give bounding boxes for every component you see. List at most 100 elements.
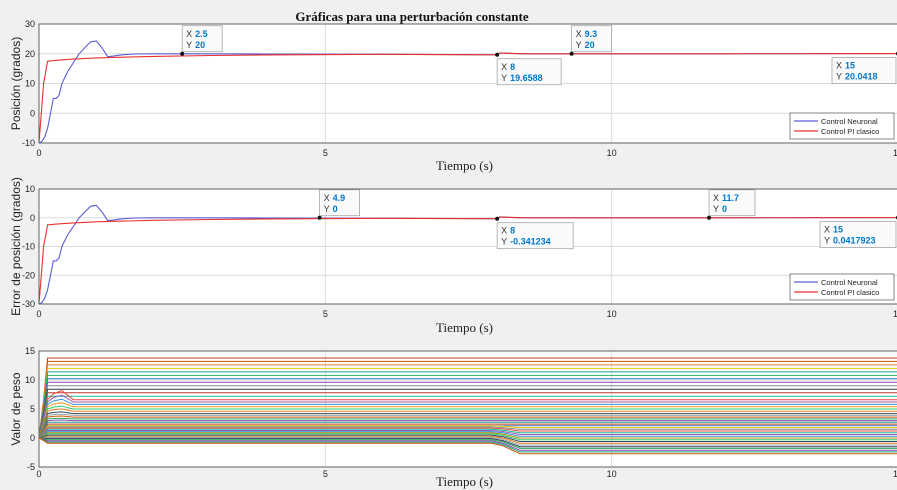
- datatip-x-value: 4.9: [333, 193, 346, 203]
- x-tick-label: 5: [323, 309, 328, 319]
- y-axis-label: Posición (grados): [9, 37, 23, 130]
- datatip: X 4.9Y 0: [319, 189, 360, 217]
- y-tick-label: 10: [25, 375, 35, 385]
- weight-line: [39, 392, 897, 439]
- x-axis-label: Tiempo (s): [436, 320, 493, 335]
- weight-line: [39, 428, 897, 439]
- y-tick-label: -30: [22, 299, 35, 309]
- weight-line: [39, 374, 897, 439]
- datatip-marker: [180, 51, 185, 56]
- weight-line: [39, 437, 897, 453]
- weight-line: [39, 432, 897, 439]
- position-error-plot: 0 5 10 15 -30 -20 -10 0 10 Tiempo (s) Error de pos…: [9, 177, 897, 335]
- datatip-y-key: Y: [713, 204, 719, 214]
- y-axis-label: Error de posición (grados): [9, 177, 23, 316]
- y-tick-label: 5: [30, 404, 35, 414]
- datatip-marker: [317, 215, 322, 220]
- datatip-x-key: X: [186, 29, 192, 39]
- datatip-y-value: 0: [333, 204, 338, 214]
- weight-line: [39, 388, 897, 439]
- datatip-x-key: X: [836, 61, 842, 71]
- weight-line: [39, 398, 897, 439]
- datatip-box: [571, 25, 612, 53]
- weight-line: [39, 394, 897, 439]
- datatip-x-value: 15: [845, 61, 855, 71]
- x-tick-label: 10: [607, 148, 617, 158]
- axes-box: [38, 188, 897, 305]
- y-tick-label: 10: [25, 184, 35, 194]
- legend: [789, 112, 895, 140]
- datatip-x-key: X: [501, 226, 507, 236]
- x-tick-label: 10: [607, 309, 617, 319]
- datatip-marker: [707, 215, 712, 220]
- weight-line: [39, 423, 897, 439]
- legend-entry: Control PI clasico: [821, 288, 879, 297]
- x-axis-label: Tiempo (s): [436, 158, 493, 173]
- datatip: X 11.7Y 0: [708, 189, 756, 217]
- weight-line: [39, 425, 897, 439]
- weight-line: [39, 413, 897, 439]
- weight-line: [39, 411, 897, 439]
- datatip-x-key: X: [824, 225, 830, 235]
- y-tick-label: -5: [27, 462, 35, 472]
- weight-line: [39, 364, 897, 439]
- x-tick-label: 0: [36, 148, 41, 158]
- datatip-box: [831, 57, 897, 84]
- datatip-x-key: X: [713, 193, 719, 203]
- series-group: [39, 204, 897, 304]
- weight-line: [39, 433, 897, 441]
- weight-line: [39, 367, 897, 439]
- weight-line: [39, 417, 897, 439]
- datatip-box: [496, 58, 562, 86]
- y-tick-label: -10: [22, 242, 35, 252]
- datatip: X 15Y 20.0418: [831, 57, 897, 84]
- datatip-x-value: 9.3: [585, 29, 598, 39]
- datatip: X 15Y 0.0417923: [819, 221, 897, 248]
- axes-box: [38, 23, 897, 144]
- figure-title: Gráficas para una perturbación constante: [295, 9, 529, 24]
- datatip-y-key: Y: [186, 40, 192, 50]
- weight-line: [39, 430, 897, 439]
- weight-line: [39, 390, 897, 439]
- datatip-y-key: Y: [324, 204, 330, 214]
- series-group: [39, 357, 897, 455]
- datatip-y-value: -0.341234: [510, 237, 551, 247]
- axes-box: [38, 350, 897, 468]
- y-tick-label: 0: [30, 108, 35, 118]
- datatip-box: [708, 189, 756, 217]
- weight-line: [39, 408, 897, 439]
- weight-line: [39, 437, 897, 448]
- datatip-y-value: 20.0418: [845, 72, 878, 82]
- datatip: X 8Y -0.341234: [496, 222, 574, 250]
- datatip-y-value: 0: [722, 204, 727, 214]
- legend-entry: Control Neuronal: [821, 117, 878, 126]
- series-line-control-pi-clasico: [39, 52, 897, 143]
- legend-entry: Control PI clasico: [821, 127, 879, 136]
- weight-line: [39, 378, 897, 439]
- weight-line: [39, 435, 897, 444]
- x-tick-label: 15: [893, 469, 897, 479]
- weight-line: [39, 357, 897, 439]
- datatip-x-key: X: [576, 29, 582, 39]
- datatip-y-value: 0.0417923: [833, 236, 876, 246]
- x-axis-label: Tiempo (s): [436, 474, 493, 489]
- weight-line: [39, 381, 897, 439]
- y-tick-label: 15: [25, 346, 35, 356]
- weight-line: [39, 437, 897, 449]
- weight-line: [39, 426, 897, 439]
- weight-line: [39, 405, 897, 439]
- datatip-y-key: Y: [501, 237, 507, 247]
- datatip-x-value: 8: [510, 62, 515, 72]
- datatip-marker: [495, 52, 500, 57]
- weight-line: [39, 360, 897, 439]
- y-tick-label: 10: [25, 79, 35, 89]
- datatip-x-value: 2.5: [195, 29, 208, 39]
- datatip-y-key: Y: [824, 236, 830, 246]
- datatip-x-key: X: [501, 62, 507, 72]
- datatip-y-key: Y: [501, 73, 507, 83]
- weight-line: [39, 437, 897, 451]
- datatip-x-value: 15: [833, 225, 843, 235]
- datatip-y-key: Y: [836, 72, 842, 82]
